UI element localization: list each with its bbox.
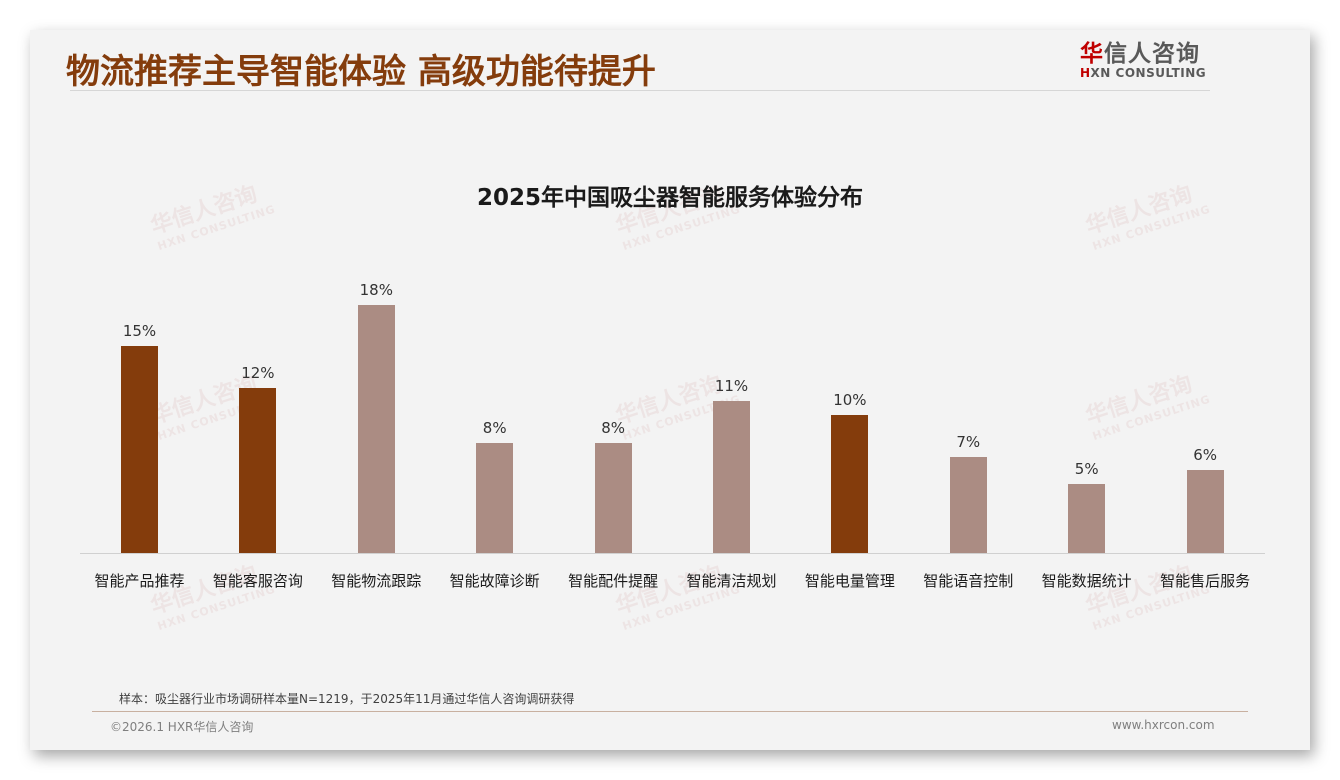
logo-en: HXN CONSULTING [1080,66,1220,80]
category-label: 智能物流跟踪 [331,572,422,590]
x-axis-line [80,553,1265,554]
bar-value-label: 5% [1074,460,1099,479]
bar [357,304,395,553]
bar [121,346,158,553]
bar [831,415,869,553]
category-label: 智能客服咨询 [212,572,303,590]
logo-en-text: XN CONSULTING [1090,66,1207,80]
sample-note: 样本：吸尘器行业市场调研样本量N=1219，于2025年11月通过华信人咨询调研… [119,692,575,706]
category-label: 智能产品推荐 [94,572,185,590]
bar-value-label: 12% [241,363,275,382]
title-divider [70,90,1210,91]
category-label: 智能电量管理 [804,572,895,590]
copyright: ©2026.1 HXR华信人咨询 [110,720,254,734]
category-label: 智能故障诊断 [449,572,540,590]
bar-value-label: 8% [482,418,507,437]
bar-value-label: 10% [833,391,867,410]
logo-cn-accent: 华 [1080,41,1104,67]
bar [476,442,514,553]
logo-cn-text: 信人咨询 [1104,41,1200,67]
bar-value-label: 18% [359,280,393,299]
logo-en-accent: H [1080,66,1091,80]
footer-divider [92,711,1248,712]
page-title: 物流推荐主导智能体验 高级功能待提升 [66,52,656,92]
bar [1068,484,1106,553]
category-label: 智能配件提醒 [568,572,659,590]
category-label: 智能语音控制 [923,572,1014,590]
category-label: 智能数据统计 [1041,572,1132,590]
category-label: 智能清洁规划 [686,572,777,590]
bar [239,387,277,553]
logo-cn: 华信人咨询 [1080,34,1220,68]
category-label: 智能售后服务 [1160,572,1251,590]
bar [1186,470,1224,553]
bar-value-label: 11% [714,377,749,396]
bar-value-label: 8% [601,418,625,437]
bar [594,442,632,553]
bar-value-label: 15% [122,322,157,341]
brand-logo: 华信人咨询 HXN CONSULTING [1080,34,1220,80]
slide [30,30,1310,750]
bar-value-label: 7% [956,432,981,451]
bar [949,456,987,553]
bar [713,401,750,553]
website-link[interactable]: www.hxrcon.com [1112,718,1215,732]
bar-value-label: 6% [1193,446,1217,465]
chart-title: 2025年中国吸尘器智能服务体验分布 [476,185,863,211]
